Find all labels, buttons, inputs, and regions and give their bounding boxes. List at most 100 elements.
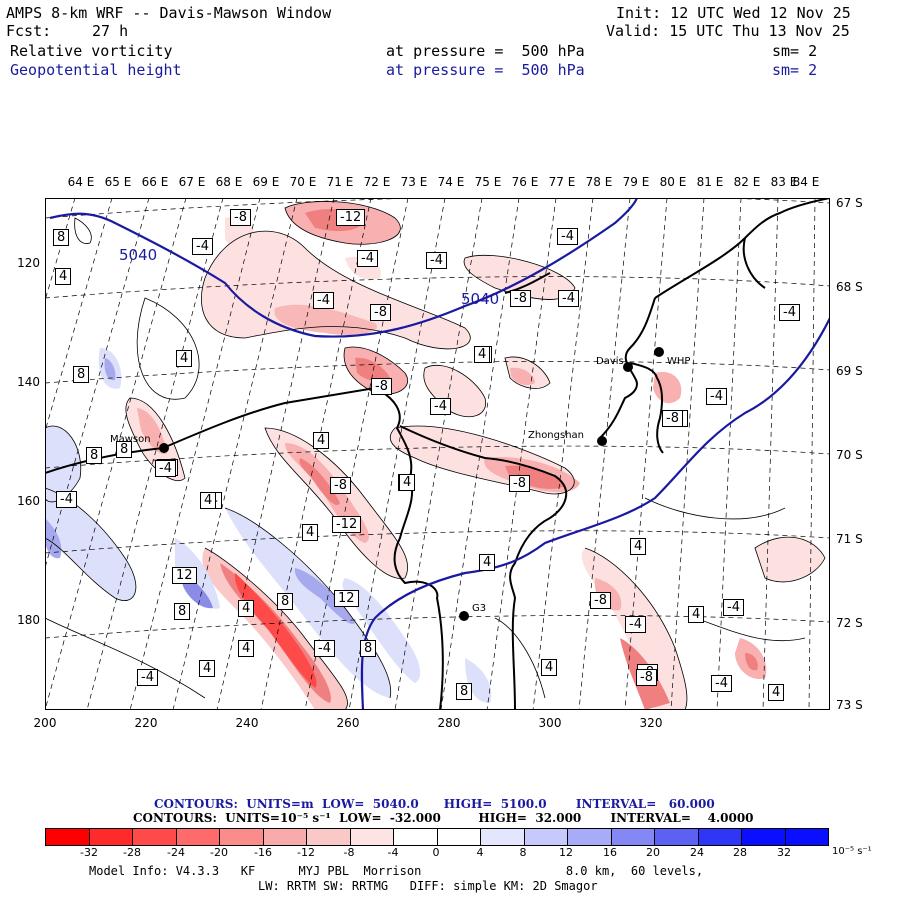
height-contour-info: CONTOURS: UNITS=m LOW= 5040.0 HIGH= 5100… [154,797,715,811]
contour-label: 8 [277,593,294,610]
contour-label: -8 [371,378,392,395]
colorbar-label: 16 [603,846,617,859]
contour-label: 4 [199,660,216,677]
colorbar-label: 24 [690,846,704,859]
contour-label: 4 [238,600,255,617]
contour-label: -8 [636,669,657,686]
x-tick-label: 300 [538,716,562,730]
colorbar-swatch [784,829,828,845]
contour-label: -4 [137,669,158,686]
contour-label: -4 [426,252,447,269]
y-tick-label: 160 [17,494,40,508]
field1-name: Relative vorticity [10,42,173,60]
contour-label: 12 [334,590,359,607]
contour-label: -4 [558,290,579,307]
contour-label: 8 [116,441,133,458]
contour-label: -4 [625,616,646,633]
whp-marker [654,347,664,357]
contour-label: 4 [630,538,647,555]
colorbar-swatch [349,829,393,845]
lat-label: 73 S [836,698,863,712]
lon-label: 75 E [474,175,502,189]
vorticity-map: 5040 5040 [45,198,830,710]
colorbar-label: -12 [297,846,315,859]
lon-label: 77 E [548,175,576,189]
contour-label: -4 [430,398,451,415]
contour-label: 8 [360,640,377,657]
g3-marker [459,611,469,621]
lon-label: 81 E [696,175,724,189]
colorbar-swatch [654,829,698,845]
colorbar-swatch [46,829,89,845]
contour-label: -8 [230,209,251,226]
model-info-physics: LW: RRTM SW: RRTMG DIFF: simple KM: 2D S… [258,879,598,893]
lon-label: 64 E [67,175,95,189]
y-tick-label: 180 [17,613,40,627]
contour-label: -4 [192,238,213,255]
contour-label: 4 [302,524,319,541]
lat-label: 68 S [836,280,863,294]
colorbar-swatch [88,829,132,845]
colorbar-units: 10⁻⁵ s⁻¹ [832,846,872,857]
x-tick-label: 260 [336,716,360,730]
zhongshan-marker [597,436,607,446]
lon-label: 67 E [178,175,206,189]
contour-label: -8 [662,410,683,427]
colorbar-label: -4 [387,846,399,859]
field1-level: at pressure = 500 hPa [386,42,585,60]
colorbar-label: 12 [559,846,573,859]
contour-label: 8 [53,229,70,246]
contour-label: 8 [86,447,103,464]
colorbar-swatch [306,829,350,845]
colorbar-swatch [523,829,567,845]
lon-label: 70 E [289,175,317,189]
colorbar-swatch [567,829,611,845]
colorbar-swatch [480,829,524,845]
contour-label: -4 [357,250,378,267]
valid-time: Valid: 15 UTC Thu 13 Nov 25 [606,22,850,40]
contour-label: 4 [200,492,217,509]
colorbar-label: 8 [519,846,527,859]
contour-label: -4 [706,388,727,405]
contour-label: 8 [456,683,473,700]
lon-label: 82 E [733,175,761,189]
colorbar-swatch [393,829,437,845]
lat-label: 70 S [836,448,863,462]
lat-label: 71 S [836,532,863,546]
contour-label: -8 [510,290,531,307]
station-whp: WHP [667,356,691,367]
contour-label: -4 [779,304,800,321]
contour-label: -8 [590,592,611,609]
colorbar [45,828,829,846]
station-davis: Davis [596,356,624,367]
plot-title: AMPS 8-km WRF -- Davis-Mawson Window [6,4,332,22]
colorbar-label: -28 [123,846,141,859]
contour-label: -4 [155,460,176,477]
contour-label: -8 [509,475,530,492]
lon-label: 65 E [104,175,132,189]
contour-label: -4 [557,228,578,245]
lon-label: 80 E [659,175,687,189]
lon-label: 78 E [585,175,613,189]
colorbar-swatch [175,829,219,845]
station-g3: G3 [472,603,487,614]
station-markers [159,347,664,621]
contour-label: -4 [314,640,335,657]
lon-label: 68 E [215,175,243,189]
colorbar-label: 32 [777,846,791,859]
contour-label: -4 [723,599,744,616]
vorticity-contour-info: CONTOURS: UNITS=10⁻⁵ s⁻¹ LOW= -32.000 HI… [133,811,754,825]
colorbar-label: 0 [432,846,440,859]
lon-label: 71 E [326,175,354,189]
contour-label: 12 [172,567,197,584]
height-label-west: 5040 [119,246,157,264]
contour-label: 4 [313,432,330,449]
colorbar-swatch [262,829,306,845]
contour-label: -8 [370,304,391,321]
colorbar-label: -8 [343,846,355,859]
lat-label: 69 S [836,364,863,378]
contour-label: -8 [330,477,351,494]
station-mawson: Mawson [110,434,151,445]
station-zhongshan: Zhongshan [528,430,585,441]
colorbar-swatch [436,829,480,845]
